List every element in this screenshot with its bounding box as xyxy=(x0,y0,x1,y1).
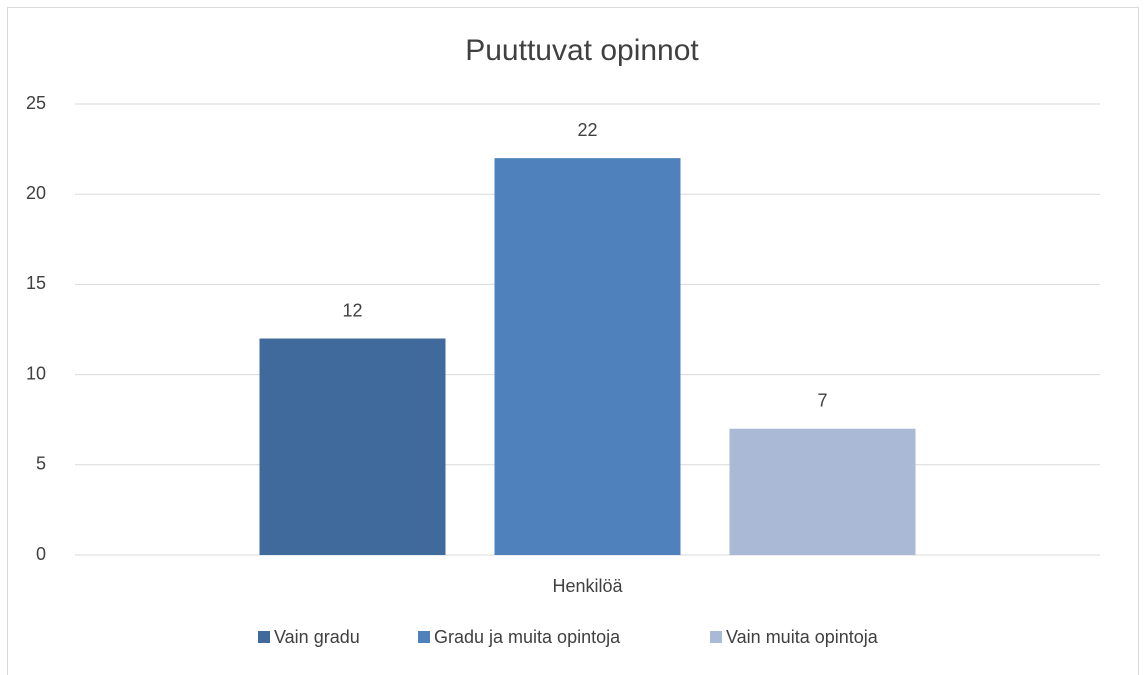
data-label: 22 xyxy=(577,120,597,140)
y-tick-label: 25 xyxy=(26,93,46,113)
y-tick-label: 10 xyxy=(26,363,46,383)
y-tick-label: 5 xyxy=(36,454,46,474)
bar xyxy=(259,338,446,555)
y-tick-label: 0 xyxy=(36,544,46,564)
y-tick-label: 20 xyxy=(26,183,46,203)
bar xyxy=(729,428,916,555)
legend-label: Gradu ja muita opintoja xyxy=(434,627,621,647)
data-label: 12 xyxy=(342,300,362,320)
legend-swatch xyxy=(710,631,722,643)
data-label: 7 xyxy=(817,390,827,410)
bar xyxy=(494,158,681,555)
legend-swatch xyxy=(258,631,270,643)
legend-label: Vain gradu xyxy=(274,627,360,647)
y-tick-label: 15 xyxy=(26,273,46,293)
x-tick-label: Henkilöä xyxy=(552,576,623,596)
legend-swatch xyxy=(418,631,430,643)
legend-label: Vain muita opintoja xyxy=(726,627,879,647)
chart-title: Puuttuvat opinnot xyxy=(465,34,699,67)
